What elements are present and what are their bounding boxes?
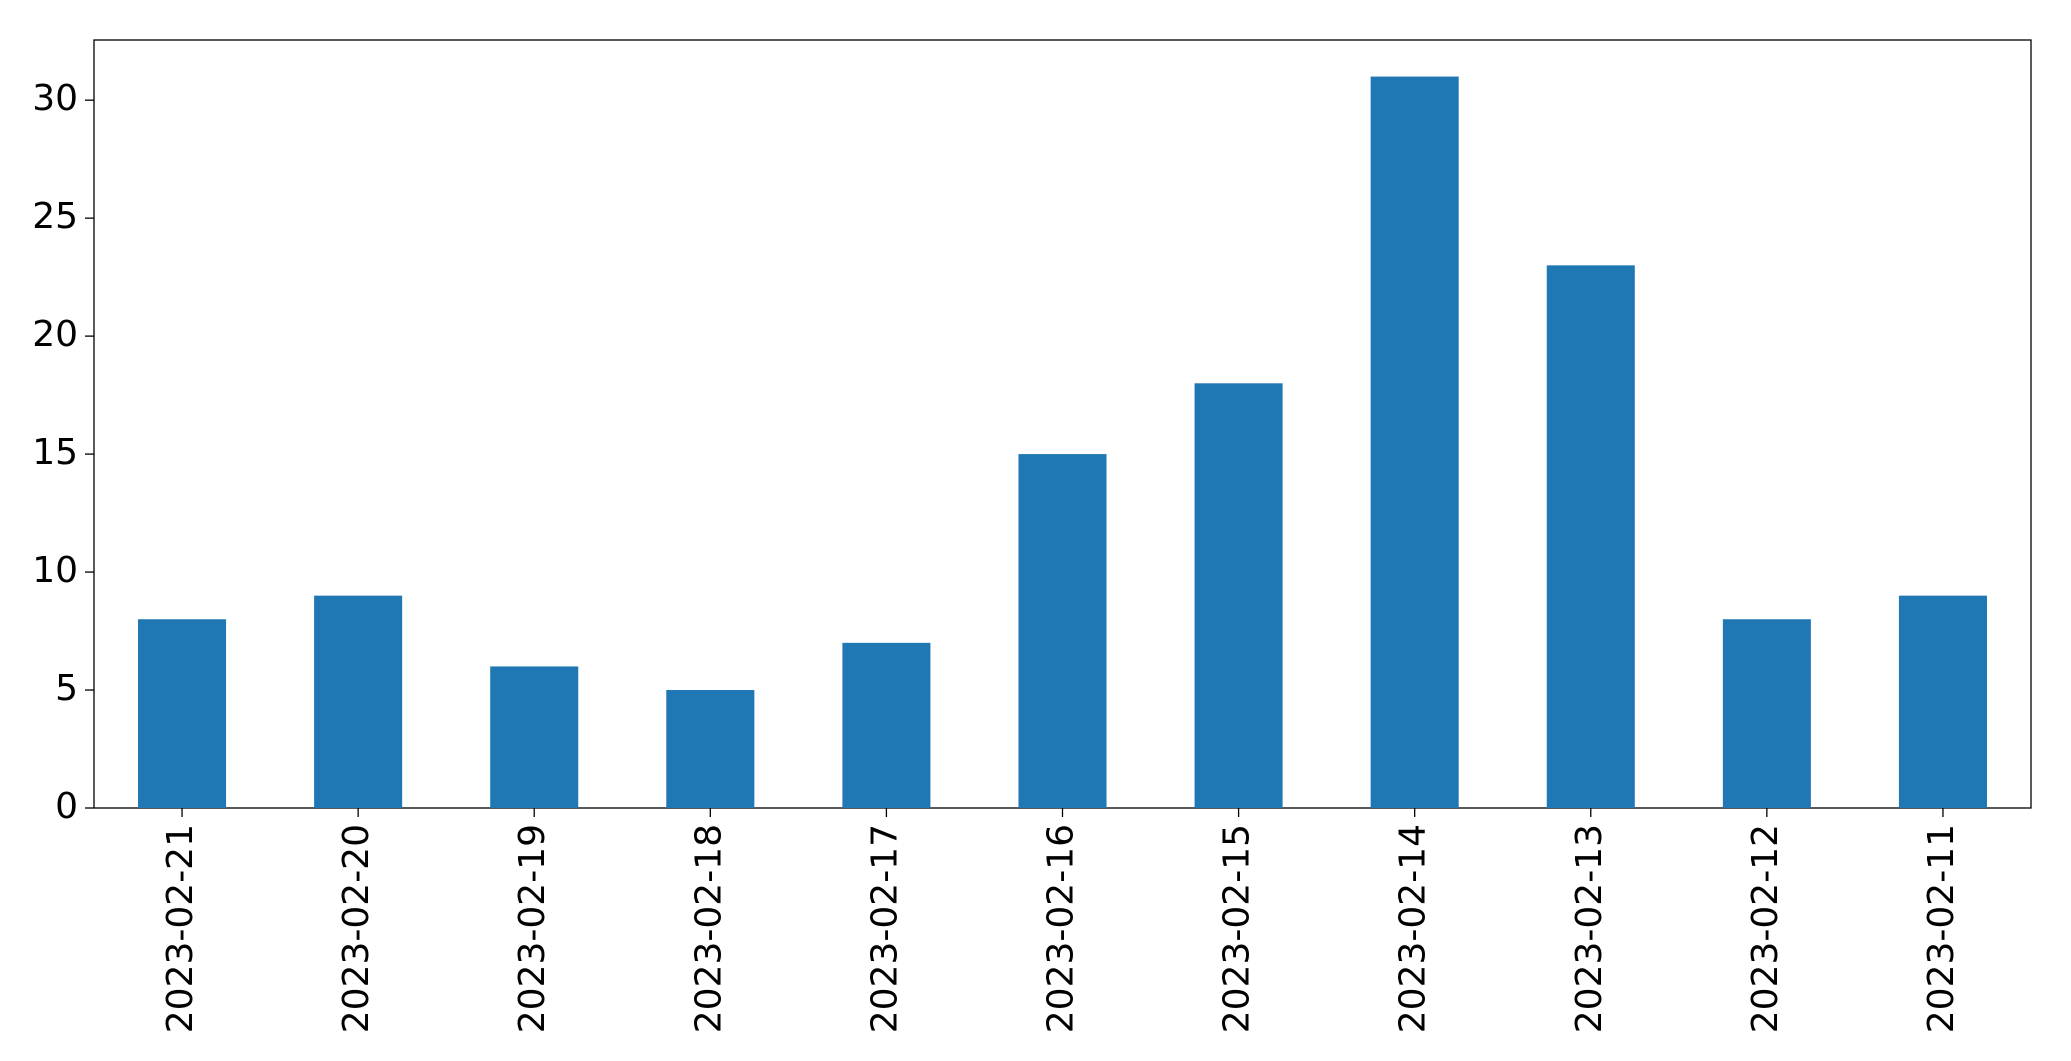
x-tick-label: 2023-02-13: [1569, 824, 1610, 1033]
y-tick-label: 30: [32, 78, 78, 119]
y-tick-label: 10: [32, 550, 78, 591]
bar: [1370, 76, 1459, 809]
y-tick-label: 0: [55, 786, 78, 827]
bar: [1898, 595, 1987, 808]
bar: [1722, 619, 1811, 808]
bar: [1546, 265, 1635, 809]
x-tick-label: 2023-02-12: [1745, 824, 1786, 1033]
x-tick-label: 2023-02-11: [1921, 824, 1962, 1033]
x-tick-label: 2023-02-15: [1217, 824, 1258, 1033]
y-tick-label: 25: [32, 196, 78, 237]
bar: [138, 619, 227, 808]
bar: [1194, 383, 1283, 808]
x-tick-label: 2023-02-17: [864, 824, 905, 1033]
x-tick-label: 2023-02-21: [160, 824, 201, 1033]
x-tick-label: 2023-02-16: [1041, 824, 1082, 1033]
y-tick-label: 20: [32, 314, 78, 355]
bar: [842, 642, 931, 808]
x-tick-label: 2023-02-18: [688, 824, 729, 1033]
x-tick-label: 2023-02-19: [512, 824, 553, 1033]
x-tick-label: 2023-02-20: [336, 824, 377, 1033]
bar: [490, 666, 579, 808]
y-tick-label: 15: [32, 432, 78, 473]
bar: [666, 690, 755, 808]
bar: [314, 595, 403, 808]
x-tick-label: 2023-02-14: [1393, 824, 1434, 1033]
bar: [1018, 454, 1107, 808]
y-tick-label: 5: [55, 668, 78, 709]
